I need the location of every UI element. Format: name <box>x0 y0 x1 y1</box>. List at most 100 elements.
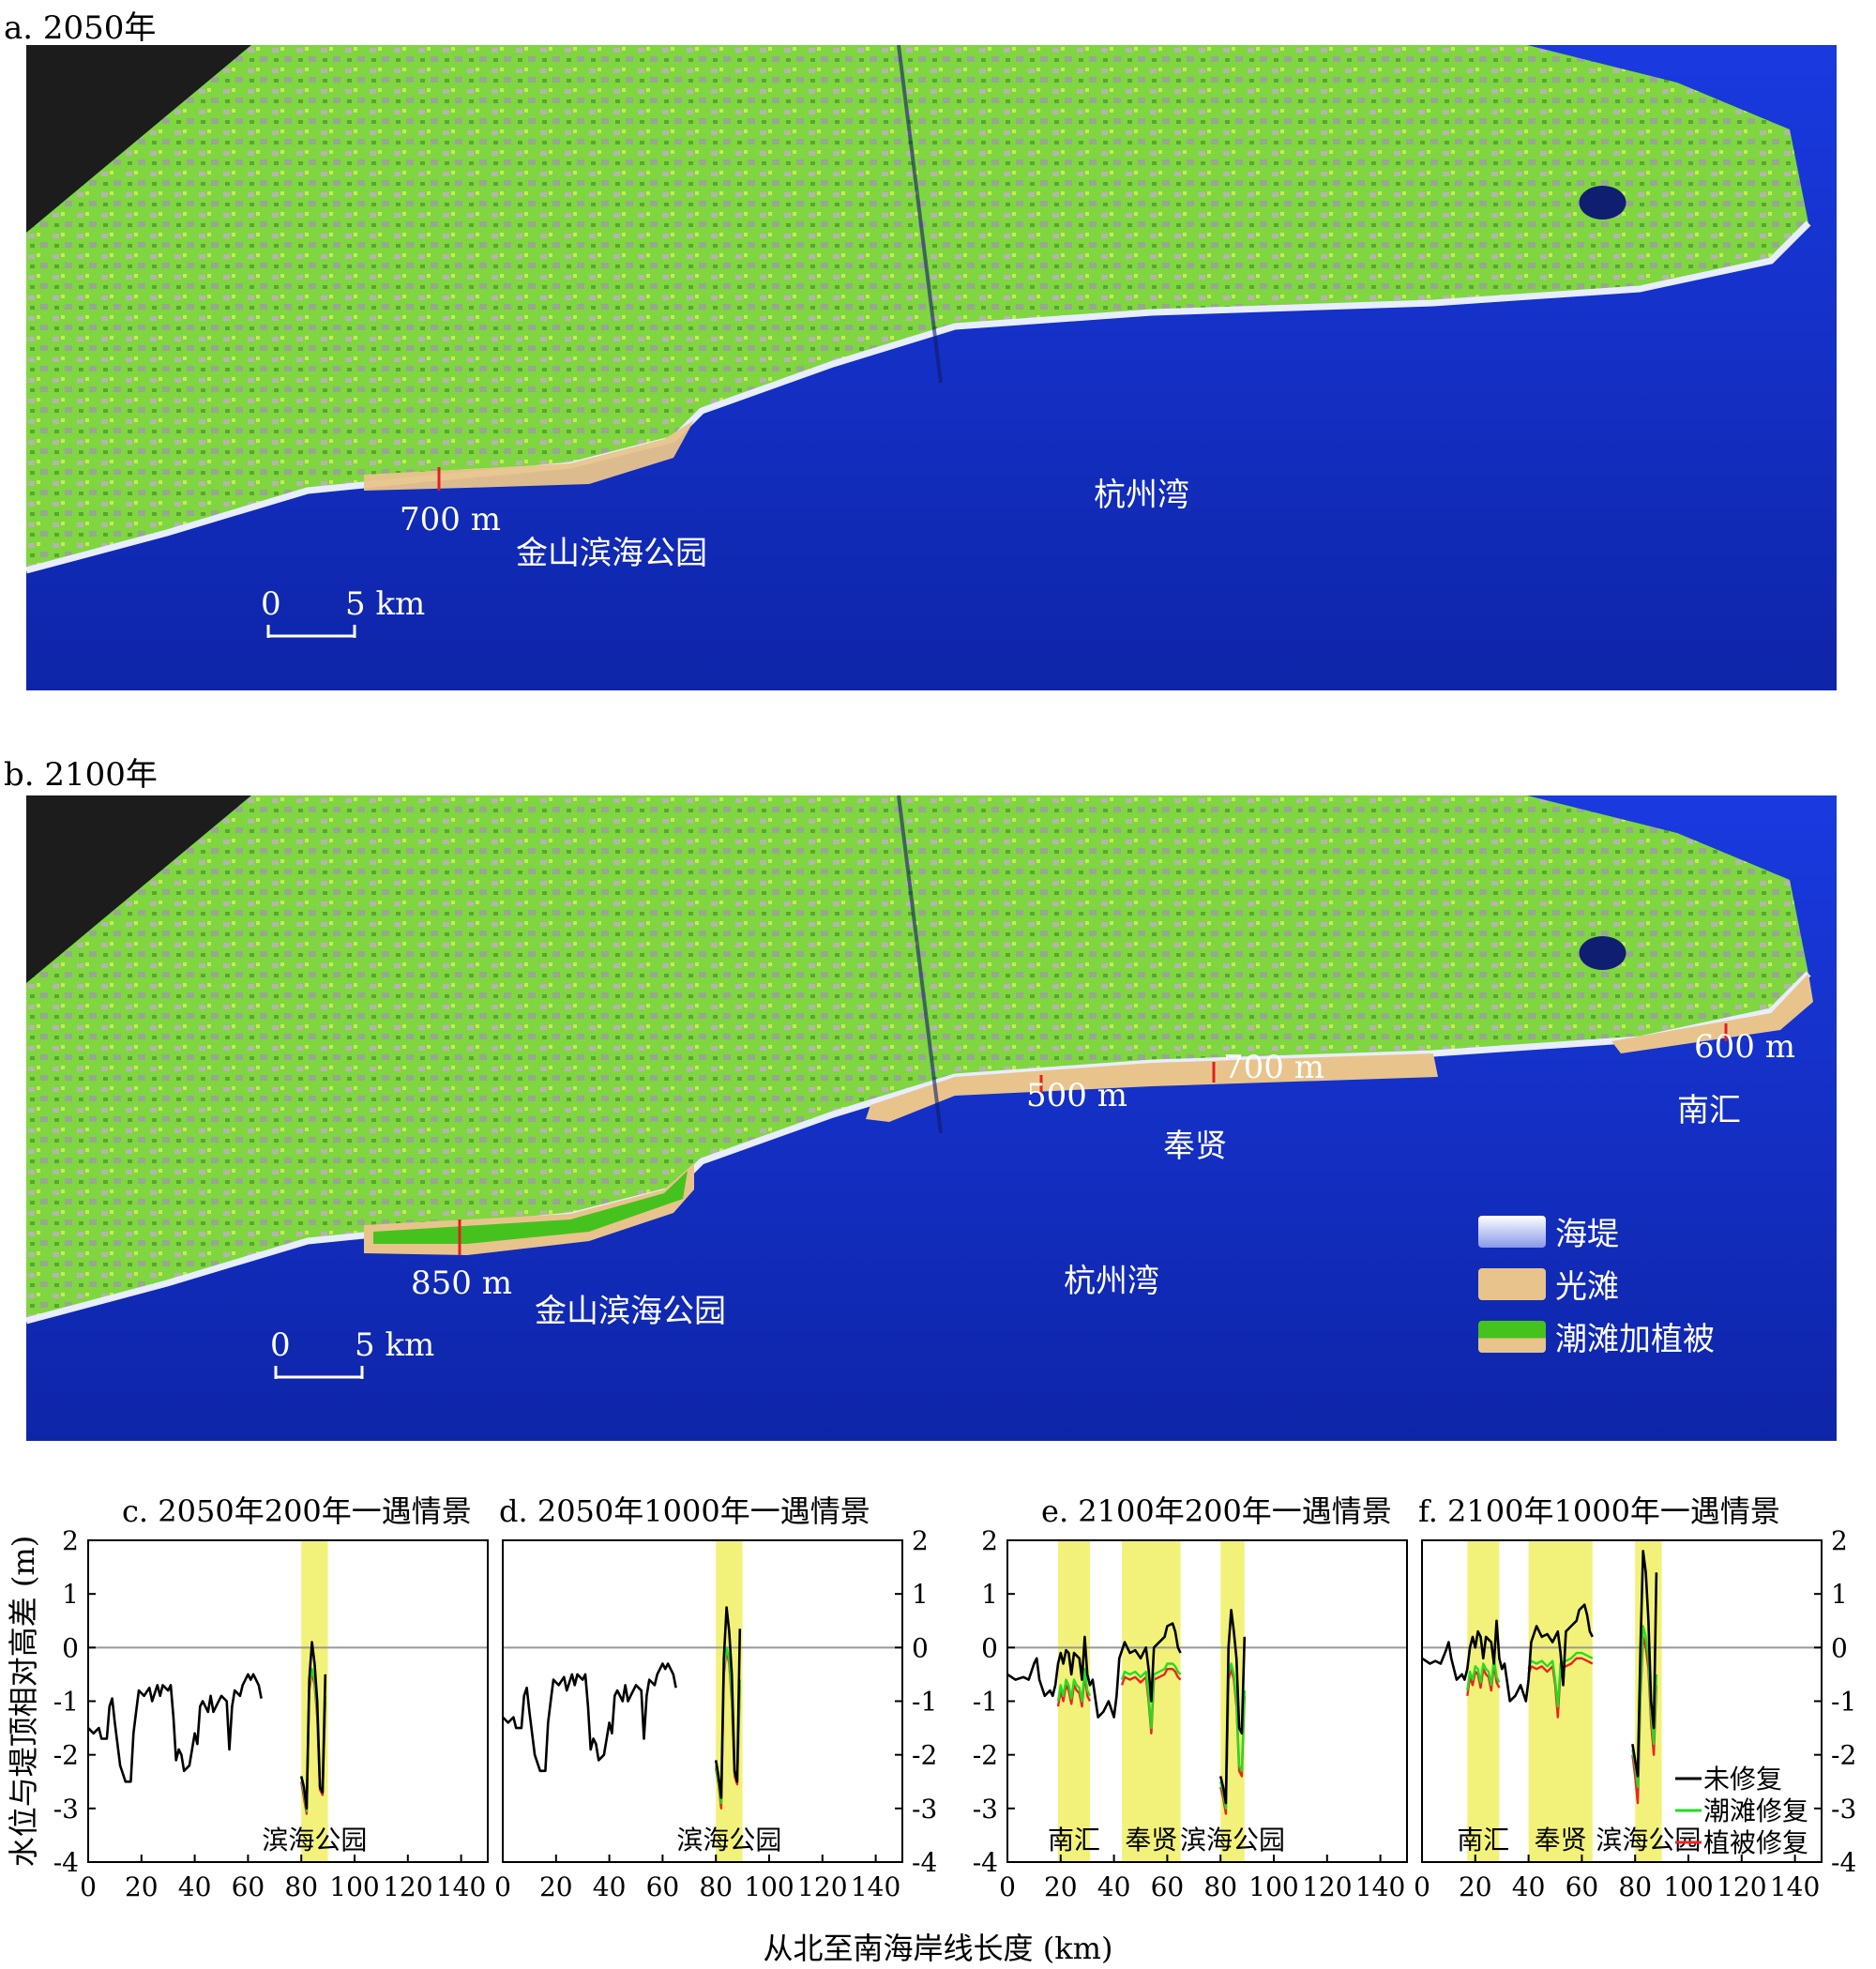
chart-f-ytick-label-6: 2 <box>1831 1525 1848 1556</box>
chart-d-ytick-label-6: 2 <box>912 1525 929 1556</box>
chart-e-ytick-label-1: -3 <box>973 1794 998 1825</box>
map-a-width-label: 700 m <box>400 501 501 538</box>
chart-d-xtick-label-6: 120 <box>797 1871 847 1902</box>
map-b-scale-bar <box>274 1366 364 1379</box>
legend-item-vegetated-flat: 潮滩加植被 <box>1478 1313 1715 1359</box>
chart-f-line-潮滩修复-2 <box>1631 1625 1658 1789</box>
legend-label-seawall: 海堤 <box>1555 1216 1619 1253</box>
chart-e-xtick-label-5: 100 <box>1248 1871 1298 1902</box>
chart-f-line-未修复-0 <box>1421 1603 1594 1703</box>
map-b-nanhui-label: 南汇 <box>1677 1092 1741 1129</box>
x-axis-label: 从北至南海岸线长度 (km) <box>764 1931 1113 1966</box>
chart-c-xtick-label-1: 20 <box>125 1871 159 1902</box>
chart-e-ytick-label-6: 2 <box>981 1525 998 1556</box>
chart-e-band-2 <box>1220 1540 1245 1862</box>
map-b-nanhui-width: 600 m <box>1694 1028 1795 1066</box>
legend-text-0: 未修复 <box>1703 1764 1782 1795</box>
map-a-title: a. 2050年 <box>4 9 157 47</box>
chart-c-xtick-label-0: 0 <box>80 1871 97 1902</box>
chart-f-band-label-2: 滨海公园 <box>1596 1825 1701 1855</box>
legend-text-1: 潮滩修复 <box>1703 1795 1808 1826</box>
chart-d-xtick-label-7: 140 <box>851 1871 900 1902</box>
chart-f-ytick-label-0: -4 <box>1831 1847 1856 1878</box>
chart-e-xtick-label-6: 120 <box>1302 1871 1352 1902</box>
chart-f-xtick-label-7: 140 <box>1770 1871 1820 1902</box>
map-a-graphic <box>26 45 1837 690</box>
chart-c-xtick-label-2: 40 <box>178 1871 212 1902</box>
map-a: 杭州湾 金山滨海公园 700 m 0 5 km <box>26 45 1837 690</box>
chart-d-line-未修复-0 <box>502 1662 677 1773</box>
chart-c: 滨海公园 0 20 40 60 80 100 120 140 -4 -3 -2 -1 0 1 2 c. 2050… <box>53 1493 489 1902</box>
chart-c-title: c. 2050年200年一遇情景 <box>122 1493 472 1529</box>
chart-f-ytick-label-2: -2 <box>1831 1740 1856 1771</box>
chart-f-band-label-1: 奉贤 <box>1535 1825 1587 1855</box>
chart-f-line-植被修复-1 <box>1527 1657 1594 1719</box>
map-a-scale-0: 0 <box>261 585 281 623</box>
map-a-park-label: 金山滨海公园 <box>516 535 707 572</box>
chart-d-ytick-label-2: -2 <box>912 1740 937 1771</box>
chart-e-line-未修复-1 <box>1218 1609 1247 1805</box>
legend-label-bare-flat: 光滩 <box>1555 1268 1619 1306</box>
legend-item-bare-flat: 光滩 <box>1478 1261 1619 1307</box>
map-b-scale-5: 5 km <box>355 1326 435 1364</box>
chart-c-ytick-label-0: -4 <box>53 1847 79 1878</box>
map-a-scale-5: 5 km <box>345 585 426 623</box>
chart-e-line-潮滩修复-0 <box>1056 1668 1092 1703</box>
chart-d-ytick-label-4: 0 <box>912 1632 929 1663</box>
map-b-park-width: 850 m <box>411 1265 512 1302</box>
map-b-bay-label: 杭州湾 <box>1064 1263 1159 1300</box>
legend-swatch-vegetated-flat <box>1478 1320 1546 1353</box>
chart-e-ytick-label-0: -4 <box>973 1847 998 1878</box>
chart-f-xtick-label-0: 0 <box>1414 1871 1430 1902</box>
chart-f-ytick-label-3: -1 <box>1831 1687 1856 1718</box>
chart-c-ytick-label-4: 0 <box>62 1632 79 1663</box>
chart-f-band-label-0: 南汇 <box>1457 1825 1509 1855</box>
chart-c-frame <box>87 1539 489 1863</box>
chart-f-xtick-label-1: 20 <box>1459 1871 1492 1902</box>
chart-c-xtick-label-4: 80 <box>284 1871 318 1902</box>
chart-e-ytick-label-4: 0 <box>981 1632 998 1663</box>
chart-e-band-label-2: 滨海公园 <box>1180 1825 1285 1855</box>
chart-d-xtick-label-5: 100 <box>744 1871 794 1902</box>
chart-f-ytick-label-1: -3 <box>1831 1794 1856 1825</box>
chart-e-ytick-label-2: -2 <box>973 1740 998 1771</box>
chart-c-ytick-label-2: -2 <box>53 1740 79 1771</box>
map-a-bay-label: 杭州湾 <box>1094 477 1189 514</box>
chart-c-line-未修复-0 <box>87 1673 263 1783</box>
chart-e-xtick-label-4: 80 <box>1203 1871 1237 1902</box>
map-b-fengxian-width-1: 500 m <box>1026 1077 1127 1114</box>
chart-c-ytick-label-5: 1 <box>62 1579 79 1610</box>
map-b-scale-0: 0 <box>270 1326 291 1364</box>
chart-e-line-潮滩修复-1 <box>1120 1662 1182 1730</box>
map-a-scale-bar <box>266 625 356 638</box>
map-b-park-label: 金山滨海公园 <box>535 1293 726 1330</box>
legend-swatch-bare-flat <box>1478 1267 1546 1300</box>
map-b-title: b. 2100年 <box>4 756 158 794</box>
chart-f-xtick-label-5: 100 <box>1663 1871 1713 1902</box>
chart-c-ytick-label-3: -1 <box>53 1687 79 1718</box>
map-b-fengxian-width-2: 700 m <box>1223 1049 1324 1086</box>
chart-e-title: e. 2100年200年一遇情景 <box>1041 1493 1392 1529</box>
chart-e-band-label-1: 奉贤 <box>1125 1825 1177 1855</box>
chart-f-line-潮滩修复-1 <box>1527 1651 1594 1708</box>
chart-e-xtick-label-1: 20 <box>1044 1871 1078 1902</box>
chart-f-xtick-label-3: 60 <box>1566 1871 1599 1902</box>
chart-f-title: f. 2100年1000年一遇情景 <box>1418 1493 1780 1529</box>
chart-e-ytick-label-3: -1 <box>973 1687 998 1718</box>
chart-d-ytick-label-1: -3 <box>912 1794 937 1825</box>
chart-d-ytick-label-0: -4 <box>912 1847 937 1878</box>
chart-d-xtick-label-0: 0 <box>494 1871 511 1902</box>
chart-f-band-0 <box>1467 1540 1500 1862</box>
chart-e-xtick-label-3: 60 <box>1151 1871 1185 1902</box>
chart-d-ytick-label-5: 1 <box>912 1579 929 1610</box>
chart-f-line-未修复-1 <box>1631 1550 1658 1778</box>
chart-d-xtick-label-4: 80 <box>699 1871 733 1902</box>
chart-c-band-label-0: 滨海公园 <box>262 1825 367 1855</box>
chart-e-line-未修复-0 <box>1006 1622 1182 1719</box>
chart-d-title: d. 2050年1000年一遇情景 <box>499 1493 870 1529</box>
chart-d-band-label-0: 滨海公园 <box>676 1825 781 1855</box>
chart-e-band-label-0: 南汇 <box>1048 1825 1100 1855</box>
chart-e-xtick-label-0: 0 <box>999 1871 1016 1902</box>
